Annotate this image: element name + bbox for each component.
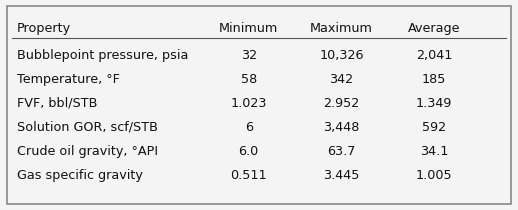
Text: 2.952: 2.952 (323, 97, 359, 110)
Text: 34.1: 34.1 (420, 145, 449, 158)
Text: Property: Property (17, 22, 71, 35)
Text: Maximum: Maximum (310, 22, 373, 35)
Text: 63.7: 63.7 (327, 145, 356, 158)
Text: 3,448: 3,448 (323, 121, 359, 134)
Text: 1.349: 1.349 (416, 97, 452, 110)
Text: 592: 592 (422, 121, 446, 134)
Text: 342: 342 (329, 73, 353, 86)
Text: FVF, bbl/STB: FVF, bbl/STB (17, 97, 97, 110)
Text: Bubblepoint pressure, psia: Bubblepoint pressure, psia (17, 49, 188, 62)
Text: 0.511: 0.511 (231, 169, 267, 182)
Text: Average: Average (408, 22, 461, 35)
Text: 10,326: 10,326 (319, 49, 364, 62)
Text: 1.005: 1.005 (416, 169, 453, 182)
Text: Temperature, °F: Temperature, °F (17, 73, 120, 86)
Text: Minimum: Minimum (219, 22, 278, 35)
Text: 58: 58 (240, 73, 257, 86)
Text: Crude oil gravity, °API: Crude oil gravity, °API (17, 145, 158, 158)
Text: Solution GOR, scf/STB: Solution GOR, scf/STB (17, 121, 157, 134)
FancyBboxPatch shape (7, 5, 511, 205)
Text: 6: 6 (244, 121, 253, 134)
Text: 185: 185 (422, 73, 447, 86)
Text: 2,041: 2,041 (416, 49, 452, 62)
Text: Gas specific gravity: Gas specific gravity (17, 169, 143, 182)
Text: 1.023: 1.023 (231, 97, 267, 110)
Text: 32: 32 (241, 49, 257, 62)
Text: 3.445: 3.445 (323, 169, 359, 182)
Text: 6.0: 6.0 (239, 145, 259, 158)
